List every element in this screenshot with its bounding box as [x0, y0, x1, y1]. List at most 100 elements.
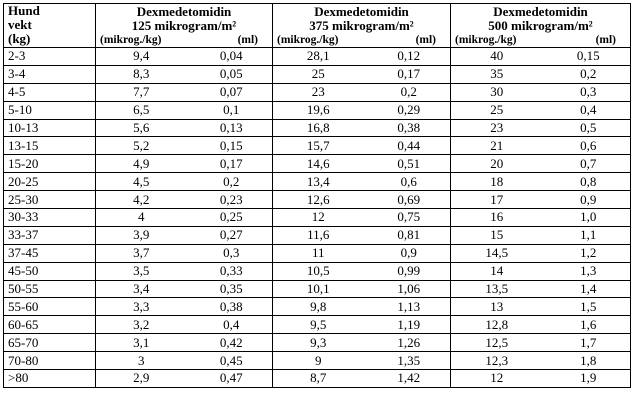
- table-body: 2-3 9,4 0,04 28,1 0,12 40 0,15 3-4 8,3 0,05 25 0,17…: [3, 47, 631, 388]
- group-title: Dexmedetomidin 125 mikrogram/m²: [95, 3, 273, 33]
- column-header: (mikrog./kg): [95, 33, 191, 48]
- value-cell: 0,75: [367, 208, 451, 227]
- value-cell: 7,7: [95, 82, 191, 102]
- value-cell: 12: [272, 208, 368, 227]
- value-cell: 0,99: [367, 261, 451, 281]
- value-cell: 0,04: [190, 47, 273, 66]
- data-row: 4-5 7,7 0,07 23 0,2 30 0,3: [3, 82, 631, 102]
- value-cell: 1,5: [546, 297, 631, 317]
- data-row: 45-50 3,5 0,33 10,5 0,99 14 1,3: [3, 261, 631, 281]
- value-cell: 0,9: [367, 243, 451, 263]
- weight-cell: 4-5: [3, 82, 96, 102]
- data-row: 25-30 4,2 0,23 12,6 0,69 17 0,9: [3, 190, 631, 210]
- value-cell: 10,5: [272, 261, 368, 281]
- value-cell: 16,8: [272, 118, 368, 138]
- value-cell: 0,51: [367, 154, 451, 174]
- weight-header-line: vekt: [8, 17, 32, 32]
- data-row: 65-70 3,1 0,42 9,3 1,26 12,5 1,7: [3, 333, 631, 353]
- value-cell: 0,9: [546, 190, 631, 210]
- value-cell: 9: [272, 351, 368, 371]
- value-cell: 4,5: [95, 172, 191, 192]
- value-cell: 13: [450, 297, 547, 317]
- weight-cell: 55-60: [3, 297, 96, 317]
- value-cell: 0,4: [190, 315, 273, 335]
- value-cell: 21: [450, 136, 547, 156]
- group-title-line: Dexmedetomidin: [314, 4, 409, 19]
- data-row: 2-3 9,4 0,04 28,1 0,12 40 0,15: [3, 47, 631, 66]
- data-row: 60-65 3,2 0,4 9,5 1,19 12,8 1,6: [3, 315, 631, 335]
- group-title: Dexmedetomidin 375 mikrogram/m²: [272, 3, 451, 33]
- value-cell: 0,45: [190, 351, 273, 371]
- weight-cell: 10-13: [3, 118, 96, 138]
- value-cell: 0,17: [190, 154, 273, 174]
- data-row: 55-60 3,3 0,38 9,8 1,13 13 1,5: [3, 297, 631, 317]
- value-cell: 1,2: [546, 243, 631, 263]
- column-header: (ml): [190, 33, 273, 48]
- value-cell: 0,44: [367, 136, 451, 156]
- value-cell: 0,23: [190, 190, 273, 210]
- value-cell: 0,69: [367, 190, 451, 210]
- data-row: 10-13 5,6 0,13 16,8 0,38 23 0,5: [3, 118, 631, 138]
- value-cell: 1,42: [367, 369, 451, 388]
- value-cell: 12,5: [450, 333, 547, 353]
- data-row: 37-45 3,7 0,3 11 0,9 14,5 1,2: [3, 243, 631, 263]
- value-cell: 23: [450, 118, 547, 138]
- value-cell: 0,27: [190, 225, 273, 245]
- value-cell: 0,47: [190, 369, 273, 388]
- value-cell: 1,06: [367, 279, 451, 299]
- dosage-table: Hund vekt (kg) Dexmedetomidin 125 mikrogram/…: [3, 3, 631, 388]
- value-cell: 1,6: [546, 315, 631, 335]
- data-row: 3-4 8,3 0,05 25 0,17 35 0,2: [3, 64, 631, 84]
- value-cell: 25: [272, 64, 368, 84]
- value-cell: 1,26: [367, 333, 451, 353]
- value-cell: 0,5: [546, 118, 631, 138]
- weight-cell: 30-33: [3, 208, 96, 227]
- group-title-line: Dexmedetomidin: [493, 4, 588, 19]
- value-cell: 15: [450, 225, 547, 245]
- value-cell: 0,05: [190, 64, 273, 84]
- value-cell: 6,5: [95, 100, 191, 120]
- group-title-line: 375 mikrogram/m²: [309, 18, 414, 33]
- value-cell: 14,5: [450, 243, 547, 263]
- value-cell: 13,4: [272, 172, 368, 192]
- value-cell: 0,6: [367, 172, 451, 192]
- value-cell: 30: [450, 82, 547, 102]
- weight-cell: 2-3: [3, 47, 96, 66]
- value-cell: 23: [272, 82, 368, 102]
- weight-header-line: Hund: [8, 3, 40, 18]
- value-cell: 14,6: [272, 154, 368, 174]
- value-cell: 1,7: [546, 333, 631, 353]
- weight-cell: 37-45: [3, 243, 96, 263]
- subheader-row: (mikrog./kg) (ml) (mikrog./kg) (ml) (mikrog.…: [4, 33, 631, 48]
- weight-cell: >80: [3, 369, 96, 388]
- value-cell: 1,0: [546, 208, 631, 227]
- value-cell: 1,4: [546, 279, 631, 299]
- value-cell: 0,2: [190, 172, 273, 192]
- value-cell: 8,7: [272, 369, 368, 388]
- value-cell: 3: [95, 351, 191, 371]
- value-cell: 0,33: [190, 261, 273, 281]
- value-cell: 5,2: [95, 136, 191, 156]
- column-header: (mikrog./kg): [450, 33, 547, 48]
- value-cell: 17: [450, 190, 547, 210]
- data-row: 20-25 4,5 0,2 13,4 0,6 18 0,8: [3, 172, 631, 192]
- value-cell: 0,42: [190, 333, 273, 353]
- value-cell: 18: [450, 172, 547, 192]
- data-row: 13-15 5,2 0,15 15,7 0,44 21 0,6: [3, 136, 631, 156]
- value-cell: 0,1: [190, 100, 273, 120]
- weight-cell: 33-37: [3, 225, 96, 245]
- value-cell: 0,8: [546, 172, 631, 192]
- data-row: 50-55 3,4 0,35 10,1 1,06 13,5 1,4: [3, 279, 631, 299]
- value-cell: 1,35: [367, 351, 451, 371]
- column-header: (mikrog./kg): [272, 33, 368, 48]
- weight-cell: 25-30: [3, 190, 96, 210]
- value-cell: 1,1: [546, 225, 631, 245]
- value-cell: 25: [450, 100, 547, 120]
- value-cell: 0,2: [546, 64, 631, 84]
- value-cell: 3,5: [95, 261, 191, 281]
- value-cell: 9,5: [272, 315, 368, 335]
- value-cell: 0,07: [190, 82, 273, 102]
- value-cell: 1,8: [546, 351, 631, 371]
- weight-cell: 70-80: [3, 351, 96, 371]
- value-cell: 0,17: [367, 64, 451, 84]
